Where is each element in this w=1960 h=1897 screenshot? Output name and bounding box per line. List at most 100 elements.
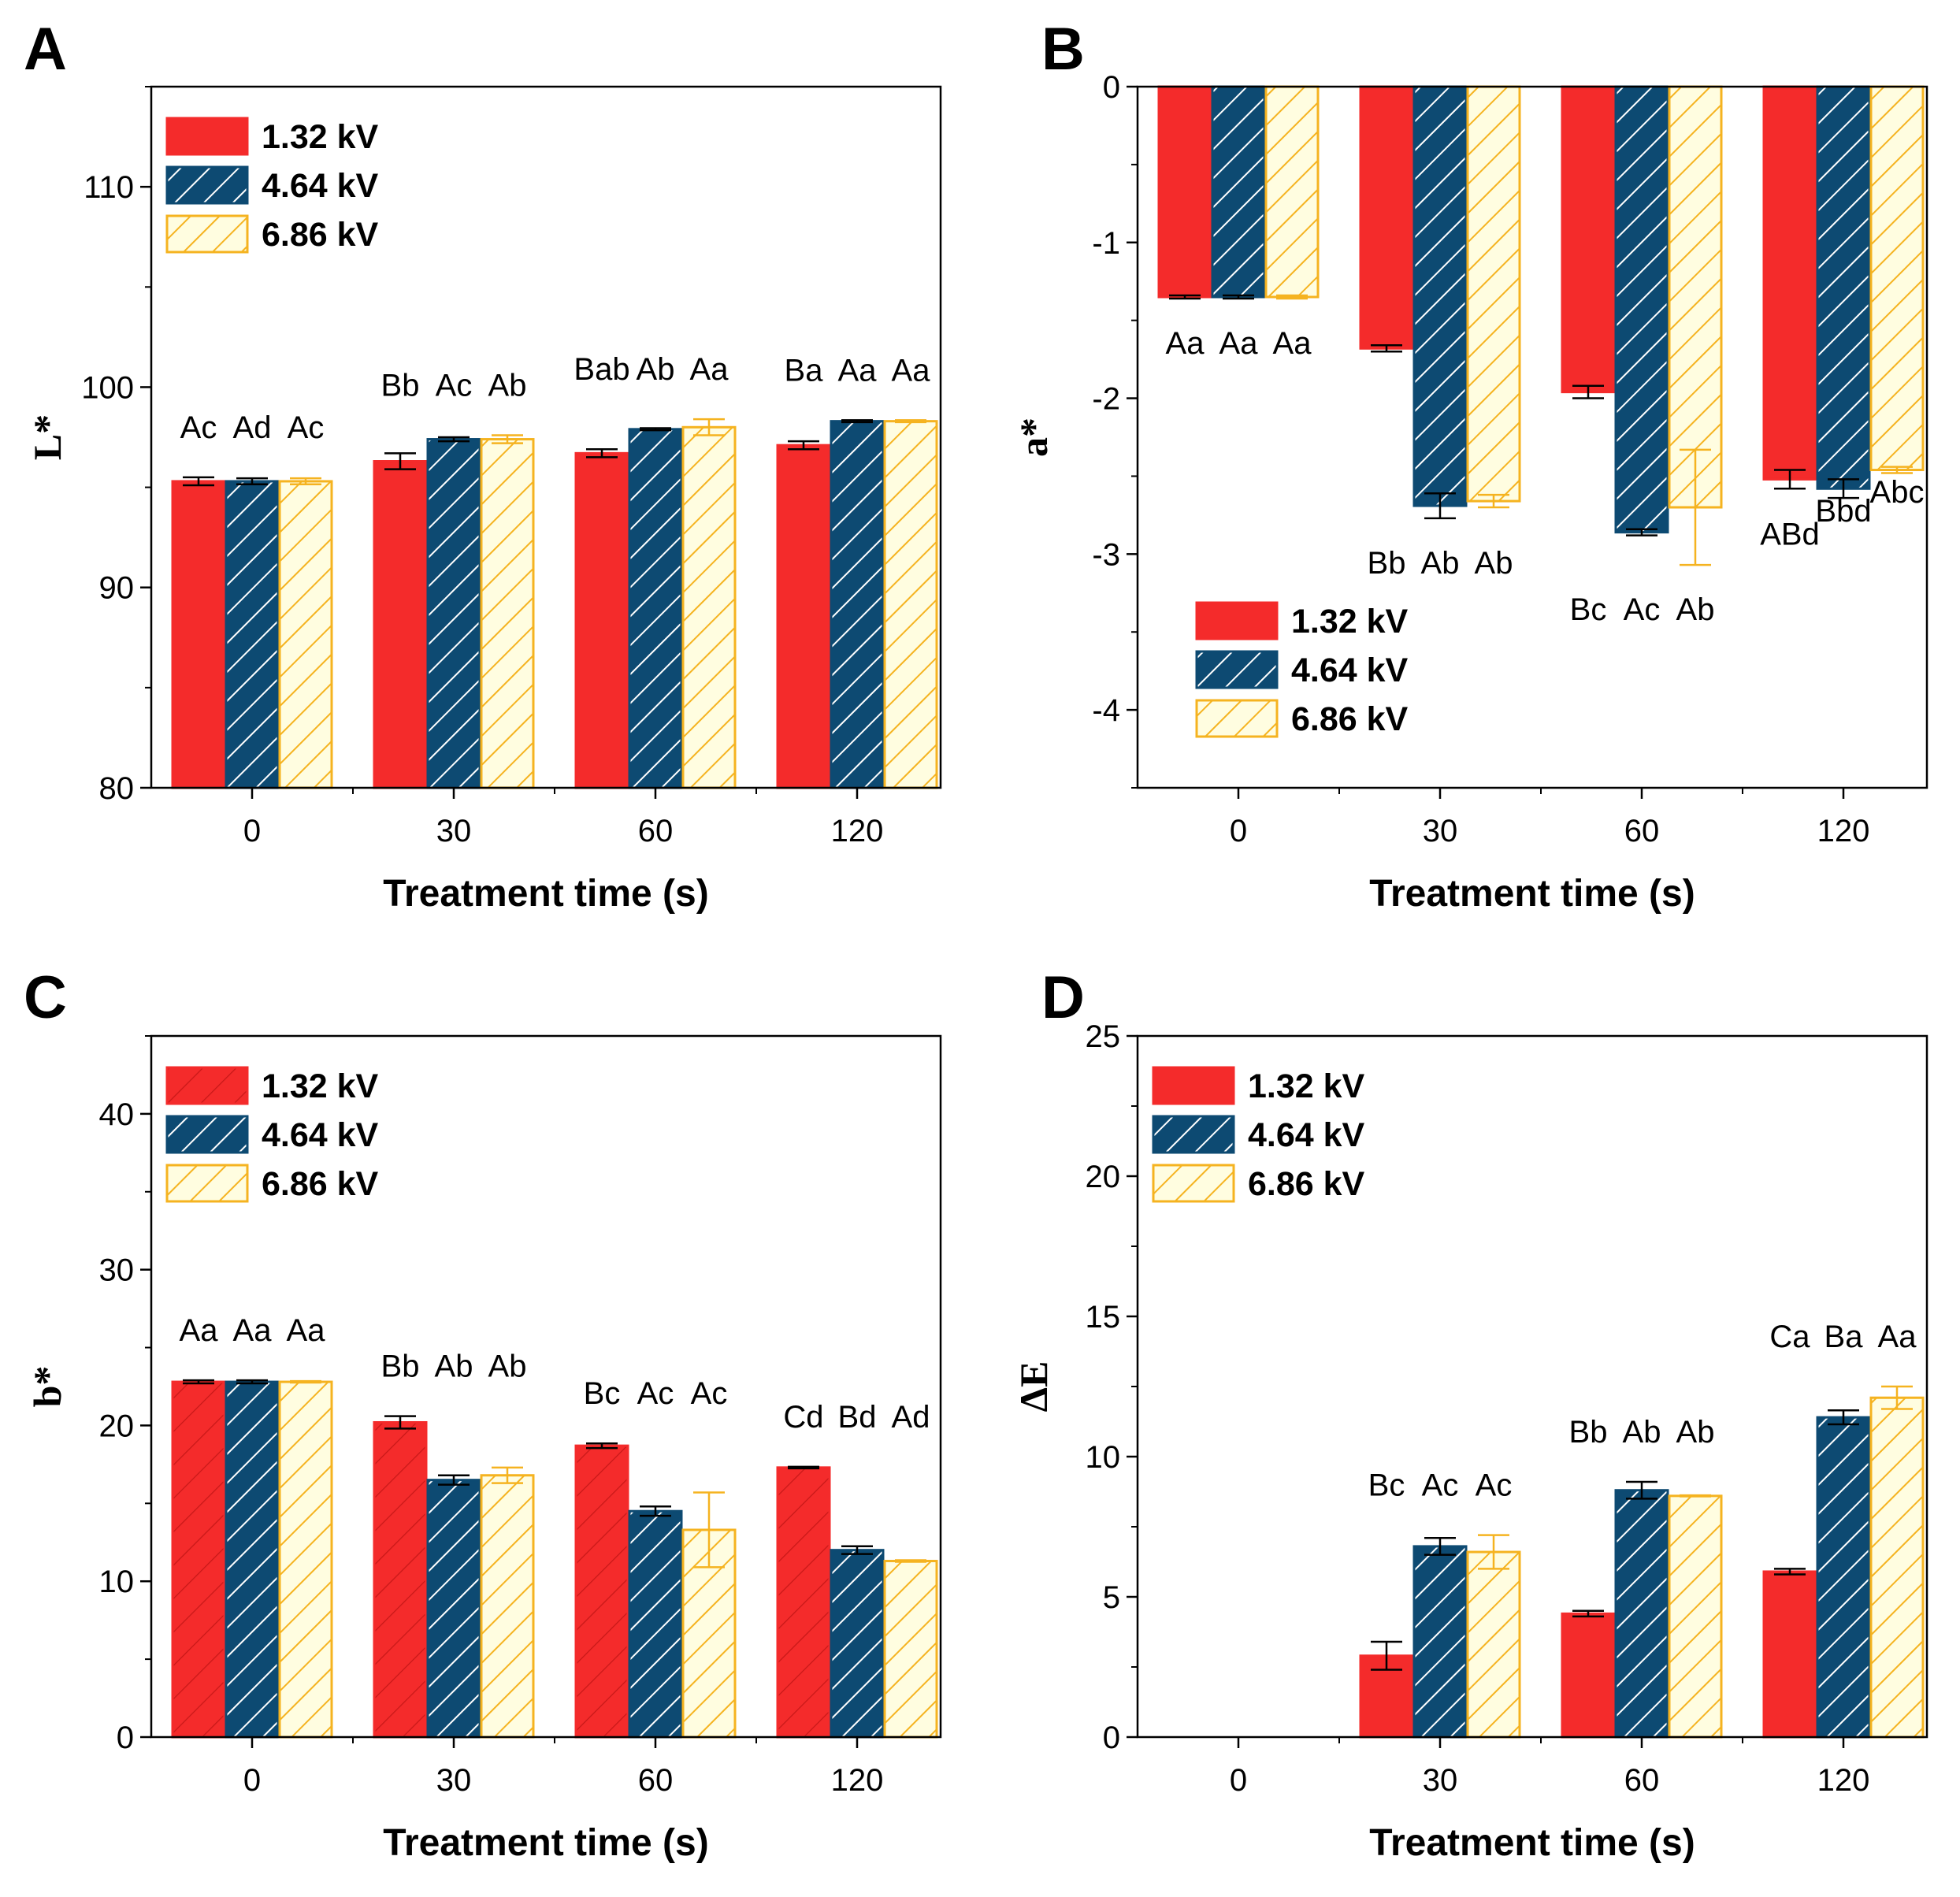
significance-label: Aa [287, 1313, 326, 1348]
significance-label: Ba [1825, 1320, 1864, 1354]
significance-label: Bb [1569, 1415, 1608, 1450]
bar-132kV-t0 [171, 1380, 226, 1739]
x-tick-label: 30 [1423, 814, 1458, 848]
x-tick-label: 120 [1817, 814, 1870, 848]
significance-label: Ab [435, 1349, 473, 1384]
legend-label: 6.86 kV [262, 216, 379, 254]
bar-132kV-t60 [574, 451, 629, 789]
bar-686kV-t60 [1668, 85, 1723, 509]
bar-464kV-t120 [830, 420, 885, 789]
legend-label: 6.86 kV [1291, 700, 1409, 738]
significance-label: Bc [1368, 1468, 1405, 1503]
x-axis-label: Treatment time (s) [1369, 873, 1695, 915]
bar-464kV-t60 [1614, 1489, 1669, 1739]
legend-swatch [165, 117, 249, 156]
legend-swatch [165, 1115, 249, 1154]
panel-letter: B [1041, 16, 1085, 83]
x-tick-label: 60 [638, 814, 674, 848]
bar-464kV-t120 [1816, 1416, 1871, 1739]
bar-132kV-t120 [1762, 1570, 1817, 1739]
bar-464kV-t0 [225, 480, 280, 789]
significance-label: Aa [233, 1313, 273, 1348]
panel-letter: C [24, 964, 67, 1031]
significance-label: Aa [690, 352, 729, 387]
legend-swatch [165, 214, 249, 254]
x-axis-label: Treatment time (s) [383, 1822, 708, 1864]
bar-686kV-t120 [883, 1560, 938, 1739]
bar-132kV-t0 [1157, 85, 1212, 299]
significance-label: Ac [1476, 1468, 1513, 1503]
bar-686kV-t0 [278, 1380, 333, 1739]
y-tick-label: 0 [1103, 1721, 1120, 1755]
bar-132kV-t30 [373, 460, 428, 789]
x-tick-label: 120 [831, 814, 884, 848]
bar-686kV-t60 [1668, 1494, 1723, 1739]
bar-686kV-t120 [883, 420, 938, 789]
y-tick-label: 10 [99, 1565, 135, 1599]
bar-686kV-t60 [681, 425, 737, 789]
y-tick-label: 30 [99, 1253, 135, 1288]
bar-686kV-t30 [480, 438, 535, 789]
x-tick-label: 60 [1624, 814, 1660, 848]
legend-label: 1.32 kV [1291, 603, 1409, 640]
significance-label: Ab [488, 368, 527, 403]
bar-686kV-t30 [1466, 1550, 1521, 1739]
significance-label: Bb [381, 1349, 420, 1384]
bar-132kV-t120 [776, 1466, 831, 1739]
significance-label: Ac [637, 1376, 674, 1411]
significance-label: Ac [1624, 592, 1661, 627]
y-tick-label: 15 [1086, 1300, 1121, 1335]
bar-464kV-t30 [1412, 1545, 1468, 1739]
bar-464kV-t0 [1211, 85, 1266, 299]
significance-label: Ac [691, 1376, 728, 1411]
y-axis-label: ΔE [1012, 1361, 1056, 1413]
bar-132kV-t60 [1561, 1612, 1616, 1739]
y-tick-label: -3 [1092, 537, 1120, 572]
significance-label: ABd [1760, 517, 1820, 551]
significance-label: Ab [1475, 546, 1513, 581]
significance-label: Ab [1421, 546, 1460, 581]
y-tick-label: 90 [99, 571, 135, 606]
chart-panel-d: D 0 Bc Ac Ac 30 Bb Ab Ab 60 Ca Ba Aa 120 0 5 10 15 20 25 Tre… [1012, 964, 1928, 1864]
legend-label: 4.64 kV [1248, 1116, 1365, 1154]
legend-swatch [1152, 1066, 1235, 1105]
y-tick-label: -2 [1092, 382, 1120, 417]
significance-label: Ac [1422, 1468, 1459, 1503]
chart-panel-c: C Aa Aa Aa 0 Bb Ab Ab 30 Bc Ac Ac 60 Cd Bd Ad 120 0 10 20 30… [24, 964, 942, 1864]
significance-label: Ba [785, 353, 824, 388]
significance-label: Bd [838, 1400, 877, 1435]
legend-label: 1.32 kV [262, 118, 379, 156]
bar-132kV-t120 [776, 444, 831, 789]
bar-464kV-t60 [1614, 85, 1669, 534]
bar-464kV-t120 [830, 1549, 885, 1739]
x-tick-label: 60 [638, 1763, 674, 1798]
y-tick-label: 40 [99, 1097, 135, 1132]
panel-letter: A [24, 16, 67, 83]
significance-label: Ab [488, 1349, 527, 1384]
significance-label: Aa [1219, 326, 1259, 361]
x-tick-label: 30 [436, 814, 472, 848]
legend-swatch [165, 165, 249, 205]
significance-label: Ab [637, 352, 675, 387]
x-tick-label: 0 [1230, 814, 1247, 848]
legend-label: 4.64 kV [262, 167, 379, 205]
legend-label: 4.64 kV [262, 1116, 379, 1154]
legend-label: 1.32 kV [262, 1067, 379, 1105]
bar-464kV-t60 [628, 1509, 683, 1739]
y-tick-label: 0 [117, 1721, 134, 1755]
significance-label: Bbd [1815, 494, 1871, 529]
y-tick-label: 110 [84, 170, 134, 205]
y-tick-label: 20 [99, 1409, 135, 1443]
legend-swatch [1152, 1164, 1235, 1203]
significance-label: Bb [381, 368, 420, 403]
significance-label: Ca [1769, 1320, 1810, 1354]
y-tick-label: -1 [1092, 226, 1120, 261]
bar-686kV-t0 [1264, 85, 1320, 299]
y-axis-label: L* [25, 414, 69, 460]
significance-label: Bab [574, 352, 629, 387]
bar-132kV-t0 [171, 480, 226, 789]
bar-464kV-t30 [426, 1479, 481, 1739]
legend-swatch [1195, 699, 1279, 738]
legend-swatch [165, 1164, 249, 1203]
